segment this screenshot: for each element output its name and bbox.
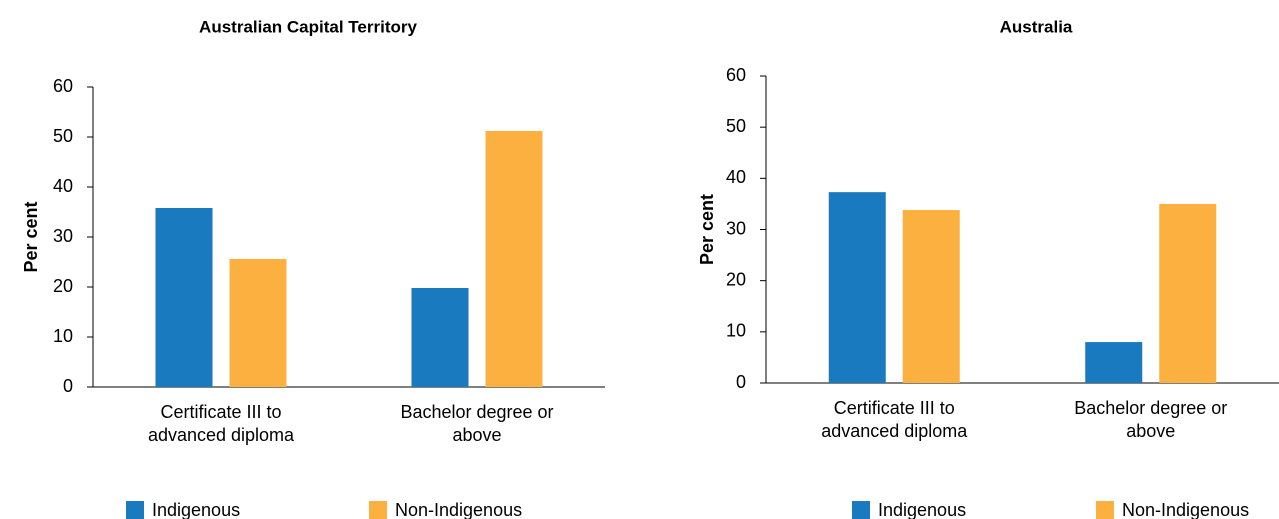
legend-swatch (852, 501, 870, 519)
legend-label: Indigenous (152, 500, 240, 519)
y-tick-label: 30 (53, 226, 73, 246)
chart-title: Australia (1000, 17, 1073, 36)
x-tick-label: Certificate III to advanced diploma (821, 398, 968, 441)
y-axis-label: Per cent (21, 201, 41, 272)
legend-swatch (126, 501, 144, 519)
x-tick-label: Certificate III to advanced diploma (147, 402, 295, 445)
y-axis-label: Per cent (697, 194, 717, 265)
bar (411, 288, 469, 387)
legend-label: Non-Indigenous (395, 500, 522, 519)
bar (1085, 342, 1143, 383)
y-tick-label: 10 (53, 326, 73, 346)
y-tick-label: 50 (53, 126, 73, 146)
bar (902, 210, 960, 383)
legend-label: Non-Indigenous (1122, 500, 1249, 519)
y-tick-label: 0 (736, 372, 746, 392)
bar (1159, 203, 1217, 383)
chart-title: Australian Capital Territory (199, 17, 417, 36)
y-tick-label: 50 (726, 116, 746, 136)
legend-label: Indigenous (878, 500, 966, 519)
y-tick-label: 20 (726, 269, 746, 289)
legend-swatch (369, 501, 387, 519)
bar (155, 208, 213, 387)
y-tick-label: 30 (726, 218, 746, 238)
y-tick-label: 40 (53, 176, 73, 196)
y-tick-label: 60 (726, 65, 746, 85)
bar (229, 259, 287, 387)
bar (485, 131, 543, 387)
y-tick-label: 20 (53, 276, 73, 296)
y-tick-label: 60 (53, 76, 73, 96)
x-tick-label: Bachelor degree or above (1074, 398, 1228, 441)
y-tick-label: 10 (726, 321, 746, 341)
y-tick-label: 40 (726, 167, 746, 187)
y-tick-label: 0 (63, 376, 73, 396)
x-tick-label: Bachelor degree or above (400, 402, 554, 445)
bar (828, 192, 886, 383)
legend-swatch (1096, 501, 1114, 519)
